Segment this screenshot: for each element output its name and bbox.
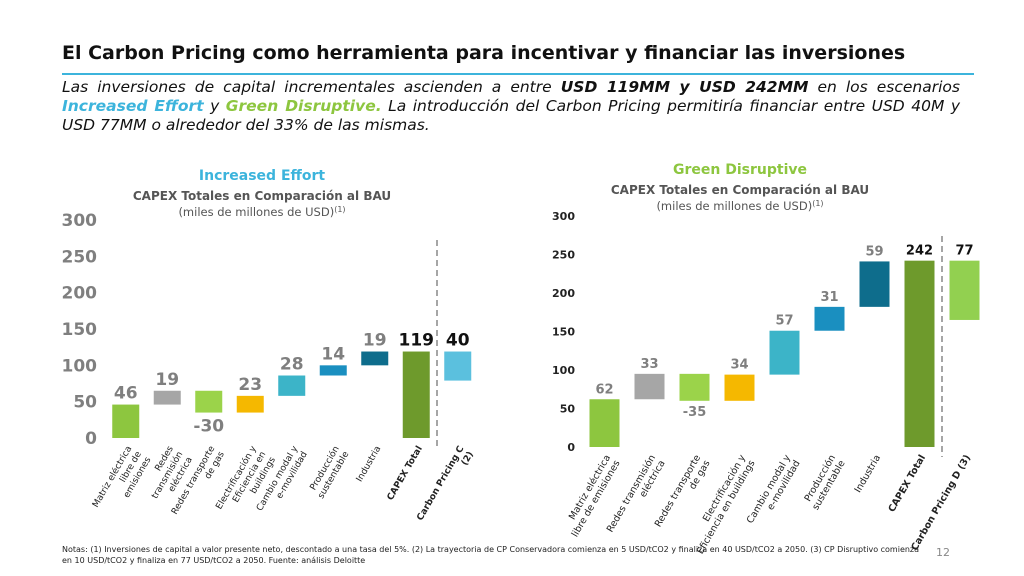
y-tick-label: 300	[62, 211, 98, 231]
bar	[361, 351, 389, 366]
intro-part: y	[203, 97, 226, 115]
intro-part: Las inversiones de capital incrementales…	[62, 78, 561, 96]
y-tick-label: 200	[552, 287, 575, 300]
x-tick-line: Industria	[853, 453, 883, 495]
bar	[859, 261, 890, 307]
bar	[904, 260, 935, 447]
value-label: 242	[906, 244, 933, 259]
value-label: -35	[683, 405, 707, 420]
value-label: 62	[595, 382, 613, 397]
y-tick-label: 300	[552, 210, 575, 223]
bar	[153, 390, 181, 405]
value-label: 33	[640, 357, 658, 372]
x-tick-label: CAPEX Total	[886, 453, 928, 514]
y-tick-label: 200	[62, 284, 98, 304]
page-number: 12	[936, 546, 950, 559]
y-tick-label: 150	[62, 320, 98, 340]
y-tick-label: 50	[560, 402, 576, 415]
bar	[634, 373, 665, 400]
x-tick-label: CAPEX Total	[386, 445, 425, 503]
value-label: 31	[820, 290, 838, 305]
unit-note: (1)	[334, 205, 345, 214]
bar	[195, 390, 223, 413]
bar	[112, 404, 140, 438]
value-label: 57	[775, 314, 793, 329]
x-tick-line: Carbon Pricing C	[415, 444, 466, 522]
y-tick-label: 100	[552, 364, 575, 377]
intro-part: Increased Effort	[62, 97, 204, 115]
x-tick-line: CAPEX Total	[886, 453, 928, 514]
notes: Notas: (1) Inversiones de capital a valo…	[62, 545, 920, 565]
chart-title: CAPEX Totales en Comparación al BAU	[611, 183, 869, 197]
y-tick-label: 250	[62, 247, 98, 267]
value-label: 14	[321, 344, 345, 364]
value-label: 40	[446, 331, 470, 351]
value-label: 19	[155, 370, 179, 390]
y-tick-label: 0	[567, 441, 575, 454]
bar	[949, 260, 980, 320]
value-label: 46	[114, 384, 138, 404]
chart-unit: (miles de millones de USD)(1)	[178, 205, 345, 219]
slide-title: El Carbon Pricing como herramienta para …	[62, 42, 906, 64]
chart-unit: (miles de millones de USD)(1)	[656, 199, 823, 213]
y-tick-label: 0	[85, 429, 97, 449]
value-label: 77	[955, 244, 973, 259]
unit-text: (miles de millones de USD)	[178, 205, 334, 219]
y-tick-label: 150	[552, 325, 575, 338]
chart-title: CAPEX Totales en Comparación al BAU	[133, 189, 391, 203]
y-tick-label: 250	[552, 248, 575, 261]
value-label: 28	[280, 355, 304, 375]
chart-subtitle: Increased Effort	[199, 168, 325, 184]
bar	[769, 330, 800, 375]
x-tick-line: CAPEX Total	[386, 445, 425, 503]
value-label: 19	[363, 331, 387, 351]
intro-part: Green Disruptive.	[225, 97, 382, 115]
intro-part: USD 119MM y USD 242MM	[560, 78, 809, 96]
bar	[724, 374, 755, 401]
intro-part: La introducción del Carbon Pricing permi…	[62, 97, 961, 134]
value-label: 34	[730, 358, 748, 373]
x-tick-line: Industria	[355, 445, 384, 484]
chart-subtitle: Green Disruptive	[673, 162, 807, 178]
value-label: -30	[193, 417, 224, 437]
unit-text: (miles de millones de USD)	[656, 199, 812, 213]
intro-part: en los escenarios	[808, 78, 960, 96]
bar	[319, 365, 347, 376]
bar	[814, 306, 845, 331]
value-label: 119	[399, 331, 435, 351]
title-rule	[62, 73, 974, 75]
x-tick-label: Industria	[853, 453, 883, 495]
intro-text: Las inversiones de capital incrementales…	[62, 78, 960, 135]
bar	[402, 351, 430, 438]
bar	[444, 351, 472, 381]
value-label: 59	[865, 244, 883, 259]
x-tick-label: Industria	[355, 445, 384, 484]
y-tick-label: 100	[62, 356, 98, 376]
unit-note: (1)	[812, 199, 823, 208]
bar	[236, 395, 264, 413]
bar	[589, 399, 620, 447]
bar	[278, 375, 306, 396]
bar	[679, 373, 710, 401]
value-label: 23	[238, 375, 262, 395]
y-tick-label: 50	[73, 393, 97, 413]
x-tick-label: Carbon Pricing C(2)	[415, 444, 475, 522]
